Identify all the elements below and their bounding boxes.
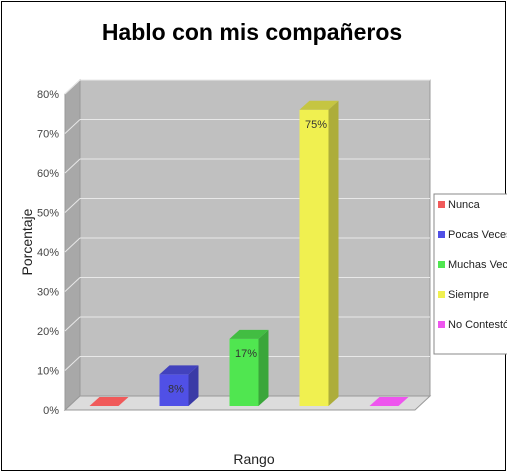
gridline-side bbox=[64, 198, 81, 213]
legend-entry: Pocas Veces bbox=[448, 229, 507, 241]
y-tick-label: 30% bbox=[37, 287, 59, 299]
legend-swatch bbox=[438, 231, 445, 238]
bar-front bbox=[229, 338, 259, 406]
bar-front bbox=[159, 374, 189, 406]
y-tick-label: 60% bbox=[37, 168, 59, 180]
bar-muchas-veces: 17% bbox=[229, 329, 269, 406]
bar-top bbox=[89, 397, 129, 406]
y-tick-label: 70% bbox=[37, 129, 59, 141]
legend-entry: Muchas Veces bbox=[448, 259, 507, 271]
y-tick-label: 10% bbox=[37, 366, 59, 378]
bar-siempre: 75% bbox=[299, 100, 339, 406]
legend-swatch bbox=[438, 321, 445, 328]
bar-side bbox=[258, 329, 269, 406]
legend-swatch bbox=[438, 291, 445, 298]
bar-top bbox=[159, 365, 199, 375]
y-tick-label: 50% bbox=[37, 208, 59, 220]
legend-swatch bbox=[438, 201, 445, 208]
gridline-side bbox=[64, 79, 81, 95]
gridline-side bbox=[64, 119, 81, 134]
x-axis-title: Rango bbox=[233, 451, 274, 467]
bar-side bbox=[328, 100, 339, 406]
bar-nunca bbox=[89, 397, 129, 406]
legend-entry: Nunca bbox=[448, 199, 481, 211]
bar-side bbox=[188, 365, 199, 406]
plot-area: 0% 10% 20% 30% 40% 50% 60% 70% 80% 8% 17% 75% bbox=[37, 78, 432, 417]
y-axis-title: Porcentaje bbox=[19, 208, 35, 275]
data-label: 17% bbox=[235, 348, 257, 360]
bar-pocas-veces: 8% bbox=[159, 365, 199, 406]
chart-title: Hablo con mis compañeros bbox=[102, 19, 402, 45]
y-tick-label: 80% bbox=[37, 89, 59, 101]
gridline-side bbox=[64, 237, 81, 253]
gridline-side bbox=[64, 356, 81, 371]
bar-top bbox=[229, 329, 269, 339]
legend-swatch bbox=[438, 261, 445, 268]
gridline-side bbox=[64, 158, 81, 174]
gridline-side bbox=[64, 277, 81, 292]
bar-top bbox=[299, 100, 339, 110]
bar-no-contestó bbox=[369, 397, 409, 406]
legend: Nunca Pocas Veces Muchas Veces Siempre No Co… bbox=[433, 193, 507, 355]
gridline-side bbox=[64, 316, 81, 332]
bar-front bbox=[299, 109, 329, 406]
data-label: 75% bbox=[305, 119, 327, 131]
data-label: 8% bbox=[168, 383, 184, 395]
y-tick-label: 0% bbox=[43, 405, 59, 417]
y-tick-label: 20% bbox=[37, 326, 59, 338]
legend-entry: Siempre bbox=[448, 289, 489, 301]
bar-top bbox=[369, 397, 409, 406]
legend-box bbox=[433, 193, 507, 355]
legend-entry: No Contestó bbox=[448, 319, 507, 331]
y-tick-label: 40% bbox=[37, 247, 59, 259]
